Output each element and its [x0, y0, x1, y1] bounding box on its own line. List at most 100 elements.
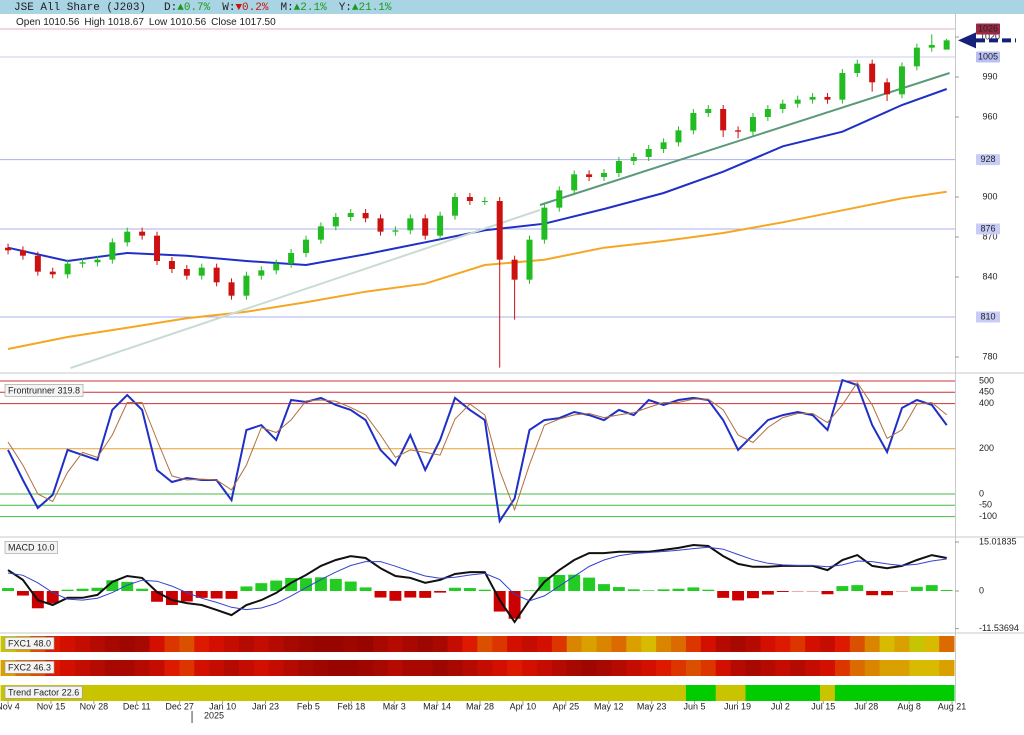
- candle-body: [645, 149, 652, 157]
- level-label: 1005: [978, 51, 998, 61]
- overlay-line: [7, 190, 947, 350]
- histogram-bar: [478, 589, 491, 591]
- heat-cell: [522, 636, 538, 652]
- heat-cell: [447, 636, 463, 652]
- heat-cell: [253, 685, 270, 701]
- heat-cell: [298, 685, 314, 701]
- heat-cell: [536, 636, 553, 652]
- x-tick-label: Jul 15: [811, 701, 835, 711]
- candle-body: [466, 197, 473, 201]
- heat-cell: [522, 685, 538, 701]
- y-tick-label: 780: [982, 351, 997, 361]
- heat-cell: [685, 685, 702, 701]
- histogram-bar: [180, 590, 193, 602]
- heat-cell: [834, 660, 851, 676]
- candle-body: [228, 282, 235, 296]
- heat-cell: [894, 660, 910, 676]
- candle-body: [526, 239, 533, 280]
- histogram-bar: [329, 578, 342, 591]
- histogram-bar: [627, 589, 640, 591]
- heat-cell: [402, 660, 419, 676]
- heat-cell: [313, 685, 329, 701]
- heat-cell: [209, 636, 225, 652]
- panel-label: FXC2 46.3: [8, 662, 51, 672]
- heat-cell: [432, 660, 448, 676]
- heat-cell: [432, 685, 448, 701]
- y-tick-label: -50: [979, 500, 992, 510]
- heat-cell: [149, 685, 165, 701]
- x-tick-label: Jan 23: [252, 701, 279, 711]
- candle-body: [511, 259, 518, 280]
- series-line: [7, 546, 947, 611]
- series-line: [7, 381, 948, 512]
- candle-body: [898, 66, 905, 95]
- heat-cell: [447, 660, 463, 676]
- candle-body: [735, 130, 742, 132]
- histogram-bar: [449, 587, 461, 591]
- histogram-bar: [136, 588, 149, 591]
- ohlc-close: Close 1017.50: [211, 17, 276, 28]
- heat-cell: [864, 685, 881, 701]
- panel-label: Frontrunner 319.8: [8, 385, 80, 395]
- heat-cell: [745, 636, 761, 652]
- heat-cell: [715, 685, 732, 701]
- heat-cell: [373, 685, 389, 701]
- x-tick-label: Dec 27: [165, 701, 194, 711]
- heat-cell: [313, 636, 329, 652]
- heat-cell: [820, 636, 836, 652]
- heat-cell: [194, 685, 210, 701]
- heat-cell: [164, 660, 180, 676]
- y-tick-label: 400: [979, 398, 994, 408]
- heat-cell: [790, 660, 806, 676]
- overlay-line: [539, 72, 950, 206]
- heat-cell: [358, 660, 374, 676]
- heat-cell: [492, 636, 508, 652]
- candle-body: [332, 217, 339, 227]
- histogram-bar: [717, 590, 730, 598]
- candle-body: [928, 45, 935, 48]
- histogram-bar: [285, 577, 298, 591]
- level-label: 928: [980, 154, 995, 164]
- heat-cell: [849, 636, 866, 652]
- candle-body: [407, 218, 414, 231]
- heat-cell: [328, 660, 344, 676]
- heat-cell: [849, 660, 866, 676]
- y-tick-label: 960: [982, 111, 997, 121]
- x-tick-label: Nov 28: [80, 701, 109, 711]
- heat-cell: [60, 660, 76, 676]
- heat-cell: [849, 685, 866, 701]
- heat-cell: [387, 685, 404, 701]
- x-tick-label: May 23: [637, 701, 667, 711]
- panel-label: FXC1 48.0: [8, 638, 51, 648]
- heat-cell: [253, 636, 270, 652]
- heat-cell: [671, 660, 687, 676]
- candle-body: [675, 130, 682, 143]
- histogram-bar: [270, 580, 283, 591]
- heat-cell: [119, 636, 136, 652]
- candle-body: [839, 73, 846, 100]
- heat-cell: [209, 685, 225, 701]
- heat-cell: [760, 636, 776, 652]
- candle-body: [362, 213, 369, 219]
- heat-cell: [820, 660, 836, 676]
- heat-cell: [909, 685, 925, 701]
- y-tick-label: 840: [982, 271, 997, 281]
- overlay-line: [70, 209, 541, 369]
- heat-cell: [939, 685, 955, 701]
- histogram-bar: [866, 590, 879, 596]
- heat-cell: [611, 636, 627, 652]
- heat-cell: [536, 660, 553, 676]
- change-label: D:: [164, 2, 177, 14]
- level-label-box: [976, 154, 1000, 166]
- candle-body: [705, 109, 712, 113]
- heat-cell: [343, 685, 359, 701]
- candle-body: [854, 63, 861, 73]
- y-tick-label: 990: [982, 71, 997, 81]
- series-line: [7, 543, 947, 624]
- candle-body: [422, 218, 429, 236]
- heat-cell: [149, 636, 165, 652]
- heat-cell: [626, 636, 642, 652]
- ohlc-text: Open 1010.56 High 1018.67 Low 1010.56 Close…: [16, 17, 276, 28]
- y-tick-label: 15.01835: [979, 536, 1017, 546]
- heat-cell: [298, 660, 314, 676]
